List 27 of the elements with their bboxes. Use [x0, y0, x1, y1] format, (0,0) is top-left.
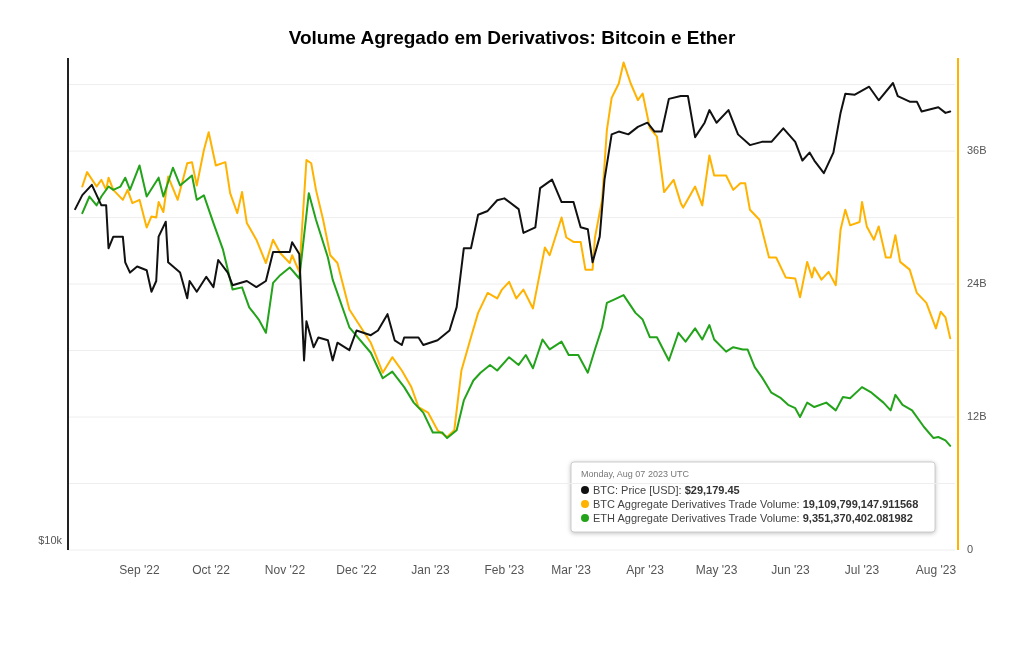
annotation: 9,351,370,402.081982 [802, 512, 913, 524]
chart-title: Volume Agregado em Derivativos: Bitcoin e Ether [288, 27, 736, 48]
x-tick-label: Sep '22 [119, 563, 161, 577]
legend-title: Monday, Aug 07 2023 UTC [581, 469, 690, 479]
x-tick-label: Dec '22 [336, 563, 377, 577]
annotation: $29,179.45 [684, 484, 740, 496]
y2-tick-label: 36B [967, 143, 987, 156]
legend-label: BTC: Price [USD]: [593, 484, 682, 496]
y2-tick-label: 12B [967, 409, 987, 422]
x-tick-label: Aug '23 [915, 563, 957, 577]
x-tick-label: Nov '22 [264, 563, 306, 577]
x-tick-label: Mar '23 [551, 563, 592, 577]
x-tick-label: Apr '23 [626, 563, 665, 577]
x-tick-label: Jun '23 [771, 563, 810, 577]
line-series [81, 164, 952, 447]
text: $10k [38, 534, 63, 546]
x-tick-label: Jan '23 [411, 563, 450, 577]
line-series [81, 61, 952, 438]
legend-label: BTC Aggregate Derivatives Trade Volume: [593, 498, 800, 510]
y2-tick-label: 0 [967, 542, 974, 555]
x-tick-label: Feb '23 [484, 563, 525, 577]
x-tick-label: May '23 [695, 563, 738, 577]
y2-tick-label: 24B [967, 276, 987, 289]
annotation: 19,109,799,147.911568 [802, 498, 919, 510]
legend-label: ETH Aggregate Derivatives Trade Volume: [593, 512, 800, 524]
x-tick-label: Oct '22 [192, 563, 231, 577]
x-tick-label: Jul '23 [844, 563, 880, 577]
